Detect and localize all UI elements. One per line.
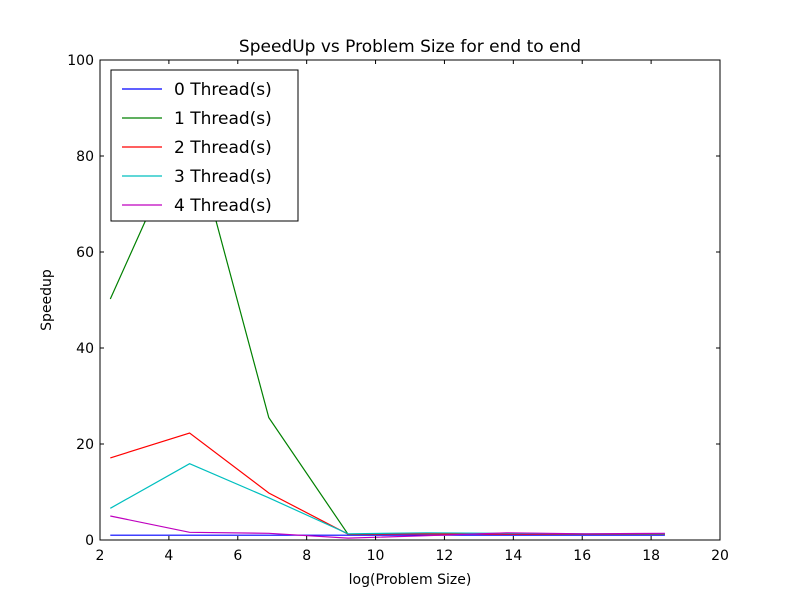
x-tick-label: 4 xyxy=(164,548,173,564)
legend-label: 4 Thread(s) xyxy=(174,196,272,216)
y-tick-label: 60 xyxy=(76,245,94,261)
legend-label: 3 Thread(s) xyxy=(174,167,272,187)
x-tick-label: 10 xyxy=(367,548,385,564)
x-axis-label: log(Problem Size) xyxy=(349,572,472,588)
y-axis-label: Speedup xyxy=(39,269,55,331)
x-tick-label: 14 xyxy=(504,548,522,564)
plot-frame xyxy=(99,59,721,541)
legend: 0 Thread(s) 1 Thread(s) 2 Thread(s) 3 Threa… xyxy=(110,69,299,222)
x-tick-label: 18 xyxy=(642,548,660,564)
y-tick-label: 0 xyxy=(85,533,94,549)
y-tick-label: 40 xyxy=(76,341,94,357)
legend-label: 1 Thread(s) xyxy=(174,109,272,129)
x-tick-label: 8 xyxy=(302,548,311,564)
x-tick-label: 6 xyxy=(233,548,242,564)
y-tick-label: 20 xyxy=(76,437,94,453)
series-line-4-threads xyxy=(110,515,665,539)
x-tick-label: 12 xyxy=(436,548,454,564)
y-tick-label: 100 xyxy=(67,53,94,69)
ticks-layer: 2 4 6 8 10 12 14 16 18 20 0 20 40 60 80 100 xyxy=(67,53,729,564)
y-tick-label: 80 xyxy=(76,149,94,165)
chart-title: SpeedUp vs Problem Size for end to end xyxy=(239,37,581,57)
x-tick-label: 2 xyxy=(96,548,105,564)
legend-label: 2 Thread(s) xyxy=(174,138,272,158)
x-tick-label: 16 xyxy=(573,548,591,564)
legend-label: 0 Thread(s) xyxy=(174,80,272,100)
x-tick-label: 20 xyxy=(711,548,729,564)
legend-frame xyxy=(110,69,299,222)
